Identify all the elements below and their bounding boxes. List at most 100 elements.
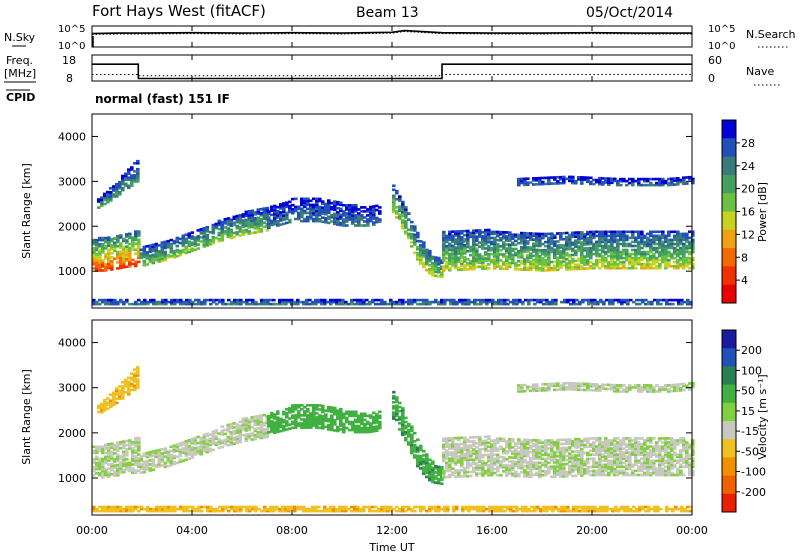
heat-cell — [259, 432, 264, 436]
heat-cell — [95, 457, 99, 461]
heat-cell — [133, 162, 137, 165]
heat-cell — [378, 206, 382, 209]
heat-cell — [437, 260, 441, 264]
heat-cell — [484, 441, 488, 445]
heat-cell — [330, 207, 334, 211]
heat-cell — [535, 445, 539, 448]
heat-cell — [568, 268, 572, 271]
heat-cell — [110, 464, 114, 468]
heat-cell — [241, 419, 246, 423]
heat-cell — [199, 444, 204, 448]
heat-cell — [98, 459, 102, 463]
heat-cell — [232, 426, 237, 429]
heat-cell — [137, 244, 141, 248]
heat-cell — [664, 238, 668, 242]
heat-cell — [193, 244, 198, 247]
heat-cell — [649, 254, 653, 258]
heat-cell — [631, 234, 635, 238]
heat-cell — [395, 404, 399, 407]
heat-cell — [448, 232, 452, 236]
heat-cell — [637, 179, 641, 183]
heat-cell — [351, 218, 355, 221]
heat-cell — [646, 461, 650, 465]
heat-cell — [499, 236, 503, 240]
heat-cell — [309, 422, 313, 425]
heat-cell — [478, 472, 482, 475]
heat-cell — [425, 463, 429, 466]
heat-cell — [676, 252, 680, 256]
heat-cell — [363, 220, 367, 223]
heat-cell — [502, 457, 506, 461]
heat-cell — [479, 300, 483, 304]
heat-cell — [116, 252, 120, 256]
heat-cell — [378, 414, 382, 418]
heat-cell — [514, 456, 518, 459]
heat-cell — [580, 449, 584, 453]
heat-cell — [133, 170, 137, 173]
heat-cell — [494, 300, 498, 304]
heat-cell — [92, 263, 96, 266]
heat-cell — [311, 300, 315, 304]
heat-cell — [535, 260, 539, 264]
heat-cell — [422, 470, 426, 473]
heat-cell — [342, 416, 346, 420]
heat-cell — [440, 298, 444, 302]
heat-cell — [667, 183, 671, 187]
heat-cell — [619, 183, 623, 187]
heat-cell — [312, 414, 316, 417]
heat-cell — [401, 433, 405, 437]
heat-cell — [107, 262, 111, 266]
heat-cell — [472, 257, 476, 261]
heat-cell — [523, 440, 527, 444]
heat-cell — [685, 256, 689, 260]
heat-cell — [601, 264, 605, 268]
heat-cell — [547, 248, 551, 252]
heat-cell — [505, 237, 509, 240]
heat-cell — [199, 446, 204, 450]
heat-cell — [184, 237, 189, 241]
heat-cell — [244, 230, 249, 234]
heat-cell — [136, 167, 140, 171]
heat-cell — [571, 261, 575, 265]
heat-cell — [199, 438, 204, 442]
heat-cell — [333, 216, 337, 220]
heat-cell — [574, 235, 578, 238]
heat-cell — [617, 300, 621, 304]
heat-cell — [607, 177, 611, 180]
heat-cell — [487, 248, 491, 252]
heat-cell — [691, 262, 695, 266]
heat-cell — [172, 460, 177, 464]
heat-cell — [556, 268, 560, 272]
heat-cell — [490, 240, 494, 244]
heat-cell — [659, 302, 663, 306]
heat-cell — [473, 300, 477, 304]
heat-cell — [640, 473, 644, 477]
heat-cell — [607, 471, 611, 475]
heat-cell — [308, 302, 312, 306]
heat-cell — [490, 236, 494, 240]
heat-cell — [442, 230, 446, 234]
heat-cell — [499, 455, 503, 459]
heat-cell — [131, 453, 135, 456]
heat-cell — [187, 445, 192, 448]
heat-cell — [529, 471, 533, 474]
heat-cell — [556, 258, 560, 261]
heat-cell — [366, 426, 370, 430]
heat-cell — [466, 237, 470, 241]
heat-cell — [514, 267, 518, 271]
heat-cell — [354, 220, 358, 223]
heat-cell — [457, 240, 461, 243]
heat-cell — [116, 267, 120, 270]
heat-cell — [595, 234, 599, 238]
heat-cell — [637, 467, 641, 471]
heat-cell — [294, 418, 298, 421]
heat-cell — [643, 449, 647, 452]
heat-cell — [267, 424, 271, 428]
heat-cell — [565, 472, 569, 476]
heat-cell — [284, 298, 288, 302]
heat-cell — [148, 450, 153, 454]
heat-cell — [628, 236, 632, 240]
heat-cell — [202, 243, 207, 246]
heat-cell — [664, 179, 668, 183]
heat-cell — [556, 442, 560, 446]
